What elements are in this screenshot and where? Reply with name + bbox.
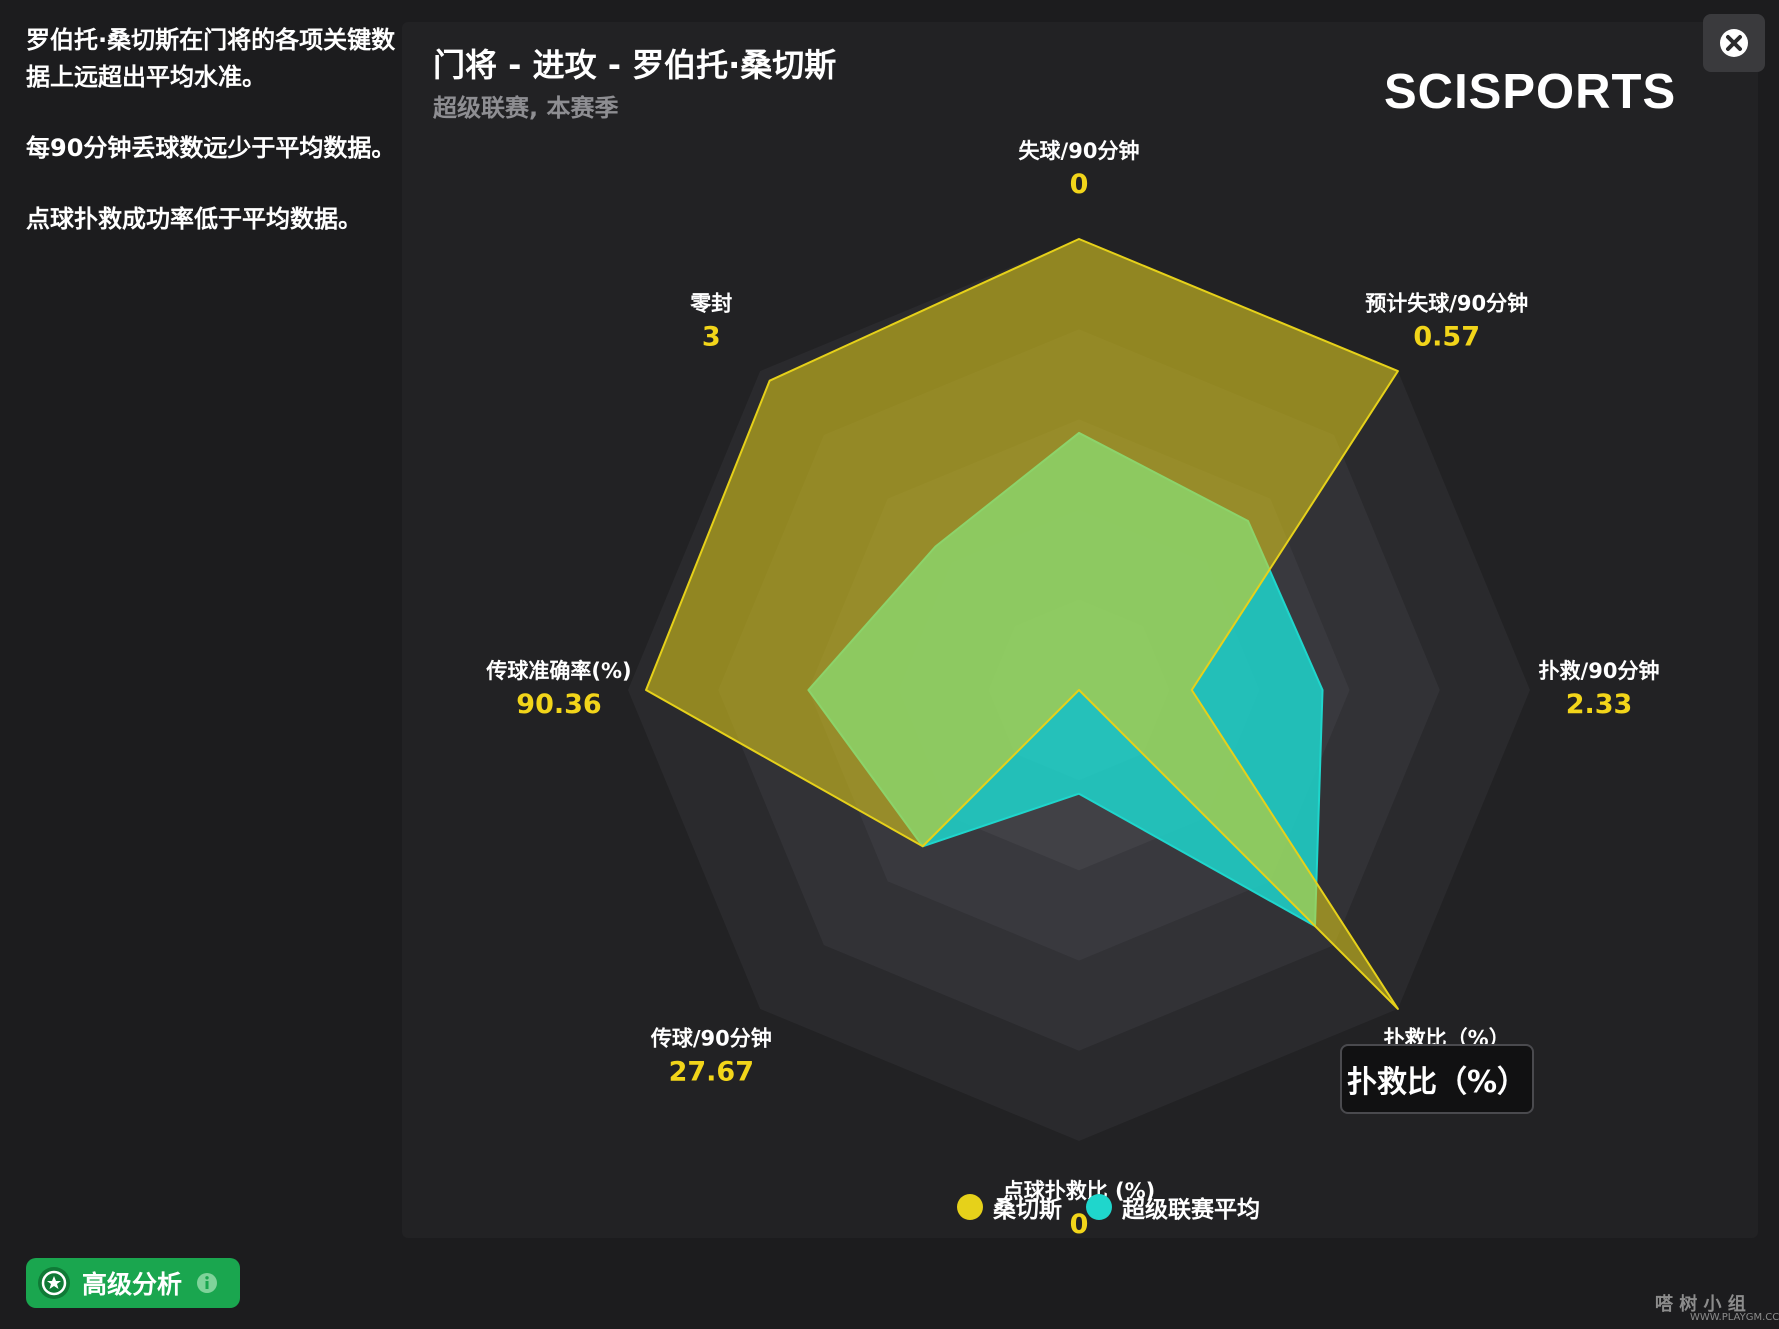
radar-axis-value: 2.33	[1566, 689, 1633, 720]
radar-axis-label: 零封	[689, 291, 732, 315]
star-badge-icon	[38, 1267, 70, 1299]
legend-item-player[interactable]: 桑切斯	[957, 1190, 1062, 1224]
radar-series-player	[645, 238, 1399, 1010]
legend-dot-icon	[1086, 1194, 1112, 1220]
legend-dot-icon	[957, 1194, 983, 1220]
advanced-analysis-label: 高级分析	[82, 1270, 183, 1299]
radar-axis-value: 0.57	[1413, 321, 1480, 352]
axis-tooltip: 扑救比（%）	[1340, 1044, 1534, 1114]
radar-axis-value: 0	[1070, 169, 1089, 200]
legend-label: 桑切斯	[993, 1197, 1062, 1223]
chart-title: 门将 - 进攻 - 罗伯托·桑切斯	[433, 46, 837, 84]
radar-axis-value: 27.67	[669, 1057, 754, 1088]
summary-line: 罗伯托·桑切斯在门将的各项关键数据上远超出平均水准。	[26, 26, 396, 91]
radar-axis-label: 扑救/90分钟	[1539, 659, 1660, 683]
chart-legend: 桑切斯 超级联赛平均	[957, 1190, 1284, 1224]
legend-label: 超级联赛平均	[1122, 1197, 1260, 1223]
watermark-url: WWW.PLAYGM.CC	[1690, 1312, 1779, 1323]
watermark: 嗒 树 小 组	[1655, 1294, 1746, 1315]
radar-axis-label: 失球/90分钟	[1019, 139, 1140, 163]
radar-axis-label: 预计失球/90分钟	[1365, 291, 1528, 315]
radar-axis-label: 传球准确率(%)	[485, 659, 631, 683]
summary-line: 每90分钟丢球数远少于平均数据。	[26, 134, 396, 162]
radar-axis-value: 0	[1070, 1209, 1089, 1240]
chart-subtitle: 超级联赛, 本赛季	[433, 94, 619, 122]
radar-axis-label: 传球/90分钟	[650, 1027, 772, 1051]
summary-sidebar: 罗伯托·桑切斯在门将的各项关键数据上远超出平均水准。 每90分钟丢球数远少于平均…	[26, 22, 396, 272]
legend-item-average[interactable]: 超级联赛平均	[1086, 1190, 1260, 1224]
radar-axis-value: 90.36	[516, 689, 601, 720]
radar-axis-label: 点球扑救比 (%)	[1003, 1179, 1156, 1203]
brand-logo: SCISPORTS	[1384, 65, 1677, 119]
summary-line: 点球扑救成功率低于平均数据。	[26, 205, 362, 233]
radar-axis-value: 3	[702, 321, 721, 352]
advanced-analysis-button[interactable]: 高级分析	[26, 1258, 240, 1308]
info-icon[interactable]	[196, 1272, 218, 1294]
close-icon	[1720, 29, 1748, 57]
close-button[interactable]	[1703, 14, 1765, 72]
